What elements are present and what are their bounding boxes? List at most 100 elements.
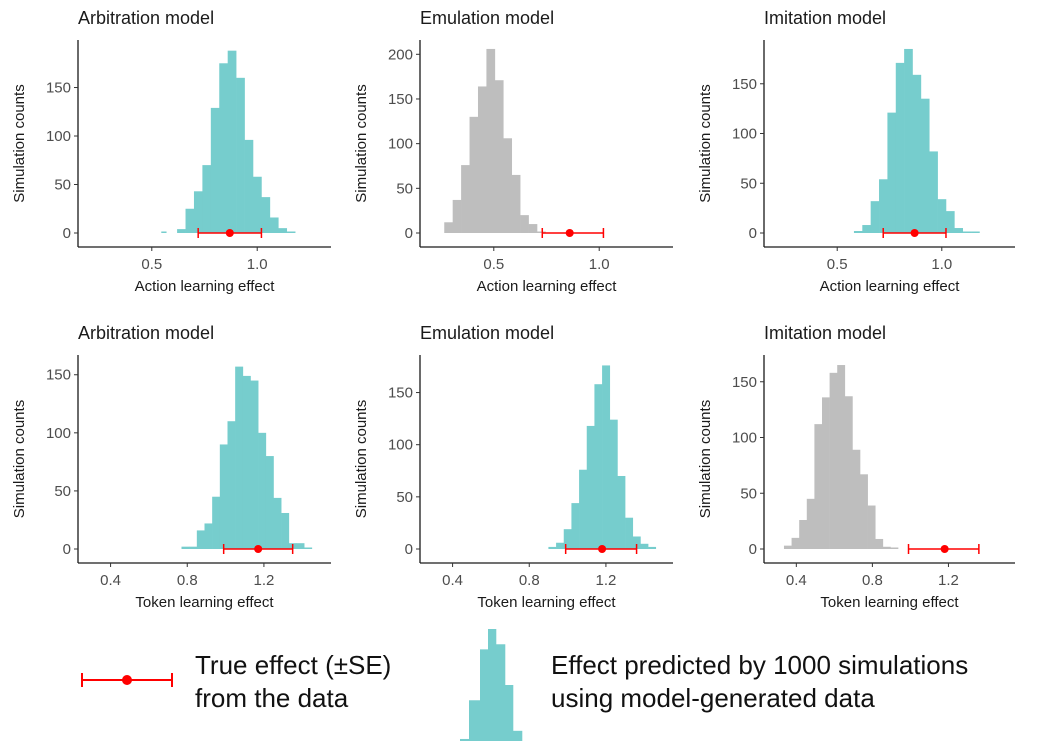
legend-simulation-line2: using model-generated data bbox=[551, 683, 875, 713]
histogram-bar bbox=[161, 231, 167, 233]
histogram-bar bbox=[265, 456, 274, 549]
y-tick-label: 50 bbox=[54, 483, 71, 500]
histogram-bar bbox=[962, 231, 972, 233]
y-tick-label: 0 bbox=[405, 541, 413, 558]
y-axis-label: Simulation counts bbox=[697, 84, 714, 202]
panel-title: Emulation model bbox=[420, 8, 554, 28]
histogram-bar bbox=[929, 151, 938, 233]
legend-histogram-bar bbox=[496, 644, 506, 741]
histogram-bar bbox=[258, 432, 267, 549]
histogram-bar bbox=[210, 107, 220, 233]
legend-histogram-icon bbox=[460, 629, 523, 741]
true-effect-point bbox=[254, 545, 263, 553]
histogram-bar bbox=[632, 536, 641, 549]
histogram-bar bbox=[971, 231, 980, 233]
histogram-bar bbox=[185, 208, 195, 233]
histogram-bar bbox=[244, 139, 254, 233]
histogram-bar bbox=[469, 116, 479, 233]
true-effect-point bbox=[910, 229, 919, 237]
legend-histogram-bar bbox=[505, 685, 514, 741]
histogram-bar bbox=[269, 217, 279, 233]
y-tick-label: 0 bbox=[63, 225, 71, 242]
panel-6: 0 50 100 150 0.4 0.8 1.2 Imitation model Token l… bbox=[697, 323, 1015, 611]
legend-simulation-line1: Effect predicted by 1000 simulations bbox=[551, 650, 968, 680]
histogram-bar bbox=[837, 365, 846, 549]
panel-2: 0 50 100 150 200 0.5 1.0 Emulation model Action … bbox=[353, 8, 673, 295]
histogram-bar bbox=[227, 50, 237, 234]
x-tick-label: 0.8 bbox=[519, 572, 540, 589]
panel-1: 0 50 100 150 0.5 1.0 Arbitration model Action l… bbox=[11, 8, 331, 295]
y-tick-label: 100 bbox=[388, 136, 413, 153]
histogram-bar bbox=[954, 228, 964, 233]
y-tick-label: 100 bbox=[732, 126, 757, 143]
histogram-bar bbox=[227, 421, 236, 549]
histogram-bar bbox=[853, 231, 863, 233]
histogram-bar bbox=[556, 542, 565, 549]
histogram-bar bbox=[181, 546, 190, 549]
y-tick-label: 50 bbox=[396, 489, 413, 506]
histogram-bar bbox=[799, 520, 808, 549]
histogram-bar bbox=[212, 496, 221, 549]
legend-true-effect-line2: from the data bbox=[195, 683, 349, 713]
x-axis-label: Token learning effect bbox=[135, 594, 274, 611]
histogram-bar bbox=[563, 529, 572, 549]
x-tick-label: 0.8 bbox=[862, 572, 883, 589]
histogram-bar bbox=[875, 538, 884, 549]
histogram-bar bbox=[640, 543, 649, 549]
panel-4: 0 50 100 150 0.4 0.8 1.2 Arbitration model Token… bbox=[11, 323, 331, 611]
x-tick-label: 0.4 bbox=[786, 572, 807, 589]
histogram-bar bbox=[579, 469, 588, 549]
y-tick-label: 50 bbox=[740, 485, 757, 502]
histogram-bar bbox=[904, 48, 913, 233]
histogram-bar bbox=[870, 201, 880, 233]
y-tick-label: 100 bbox=[732, 430, 757, 447]
x-tick-label: 1.0 bbox=[589, 256, 610, 273]
histogram-bar bbox=[862, 225, 871, 233]
true-effect-point bbox=[598, 545, 607, 553]
y-tick-label: 0 bbox=[749, 541, 757, 558]
true-effect-point bbox=[940, 545, 949, 553]
histogram-bar bbox=[520, 215, 529, 233]
histogram-bar bbox=[852, 449, 861, 549]
histogram-bar bbox=[586, 425, 595, 549]
histogram-bar bbox=[648, 546, 657, 549]
y-tick-label: 150 bbox=[46, 80, 71, 97]
legend-histogram-bar bbox=[513, 730, 523, 741]
y-tick-label: 50 bbox=[54, 177, 71, 194]
y-tick-label: 100 bbox=[388, 437, 413, 454]
histogram-bar bbox=[920, 98, 930, 233]
histogram-bar bbox=[602, 365, 611, 549]
legend-true-effect-line1: True effect (±SE) bbox=[195, 650, 391, 680]
histogram-bar bbox=[945, 211, 955, 233]
histogram-bar bbox=[204, 523, 213, 549]
x-tick-label: 1.2 bbox=[595, 572, 616, 589]
x-axis-label: Token learning effect bbox=[477, 594, 616, 611]
histogram-bar bbox=[219, 63, 228, 233]
histogram-bar bbox=[791, 537, 800, 549]
x-tick-label: 1.0 bbox=[247, 256, 268, 273]
histogram-bar bbox=[806, 498, 815, 549]
histogram-bar bbox=[814, 424, 823, 549]
legend-histogram-bar bbox=[480, 649, 489, 741]
histogram-bar bbox=[202, 165, 212, 233]
panels: 0 50 100 150 0.5 1.0 Arbitration model Action l… bbox=[11, 8, 1015, 611]
histogram-bar bbox=[193, 191, 203, 233]
histogram-bar bbox=[494, 80, 504, 233]
legend-errorbar-icon bbox=[81, 673, 173, 687]
x-tick-label: 1.0 bbox=[931, 256, 952, 273]
y-tick-label: 100 bbox=[46, 425, 71, 442]
histogram-bar bbox=[890, 547, 899, 549]
y-tick-label: 50 bbox=[396, 180, 413, 197]
y-tick-label: 150 bbox=[388, 385, 413, 402]
histogram-bar bbox=[829, 372, 838, 549]
y-axis-label: Simulation counts bbox=[11, 84, 28, 202]
x-tick-label: 0.4 bbox=[100, 572, 121, 589]
x-axis-label: Action learning effect bbox=[820, 278, 961, 295]
panel-3: 0 50 100 150 0.5 1.0 Imitation model Action lea… bbox=[697, 8, 1015, 295]
histogram-bar bbox=[617, 475, 626, 549]
histogram-bar bbox=[461, 165, 470, 233]
legend-histogram-bar bbox=[488, 629, 497, 741]
histogram-bar bbox=[477, 86, 487, 234]
y-axis-label: Simulation counts bbox=[353, 84, 370, 202]
